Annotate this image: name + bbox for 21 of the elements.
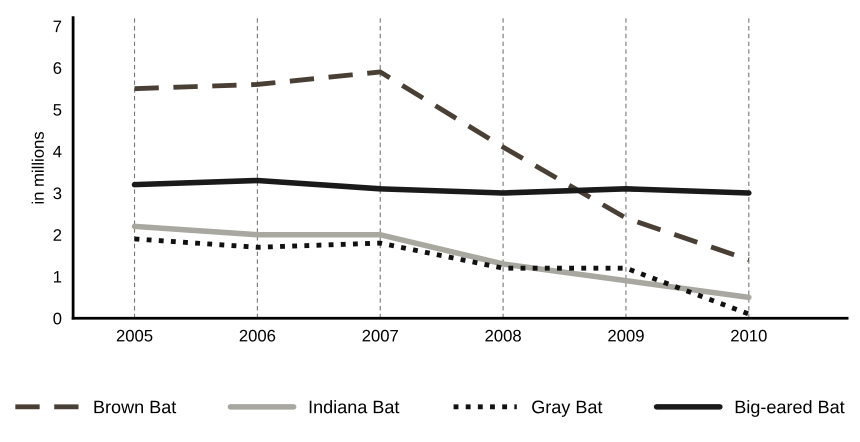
y-tick-label: 3 [53,187,62,200]
y-tick-label: 1 [54,271,62,283]
line-series [132,70,752,262]
x-tick-label: 2010 [731,330,767,342]
x-tick-label: 2005 [116,330,152,342]
x-tick-label: 2007 [362,330,398,342]
legend-label: Brown Bat [94,400,176,414]
y-tick-label: 7 [54,20,62,32]
y-tick-label: 0 [53,312,62,324]
legend-label: Gray Bat [532,400,602,417]
y-tick-label: 6 [54,62,62,74]
y-axis-title: in millions [32,132,44,204]
x-tick-label: 2006 [240,330,276,342]
legend-label: Big-eared Bat [736,400,845,417]
y-tick-label: 2 [54,229,62,241]
y-tick-label: 4 [53,146,62,158]
line-series [132,236,752,316]
legend-label: Indiana Bat [310,400,400,414]
x-tick-label: 2009 [608,330,644,342]
y-tick-label: 5 [53,104,62,116]
x-tick-label: 2008 [485,330,521,342]
